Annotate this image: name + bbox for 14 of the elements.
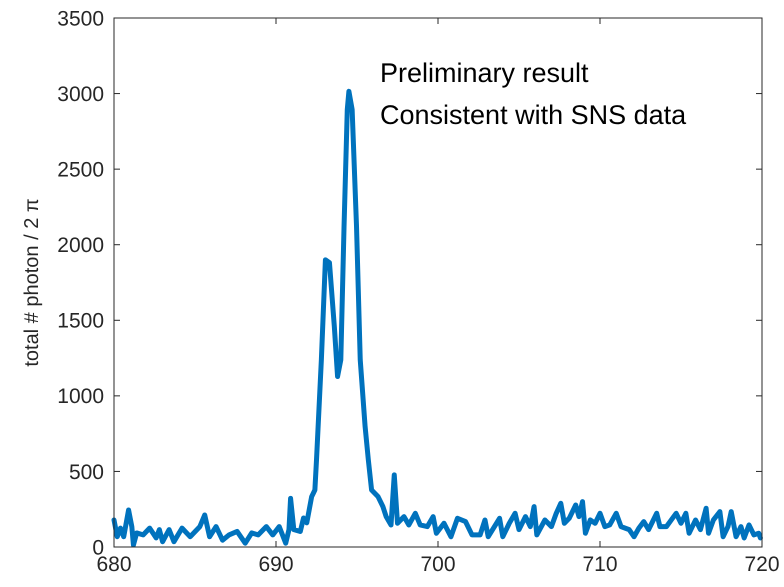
x-tick-label: 700 [420, 553, 456, 576]
y-tick-label: 3500 [57, 7, 104, 30]
x-tick-label: 690 [258, 553, 294, 576]
annotation: Preliminary result [380, 58, 590, 88]
y-tick-label: 2500 [57, 158, 104, 182]
y-tick-label: 1500 [57, 310, 104, 333]
y-axis-title: total # photon / 2 π [21, 198, 43, 367]
x-tick-label: 710 [582, 553, 618, 576]
annotation: Consistent with SNS data [380, 100, 688, 130]
y-tick-label: 500 [68, 460, 104, 484]
y-tick-label: 2000 [57, 234, 104, 258]
y-tick-label: 3000 [57, 82, 104, 106]
y-tick-label: 1000 [57, 385, 104, 408]
x-tick-label: 720 [744, 553, 780, 576]
